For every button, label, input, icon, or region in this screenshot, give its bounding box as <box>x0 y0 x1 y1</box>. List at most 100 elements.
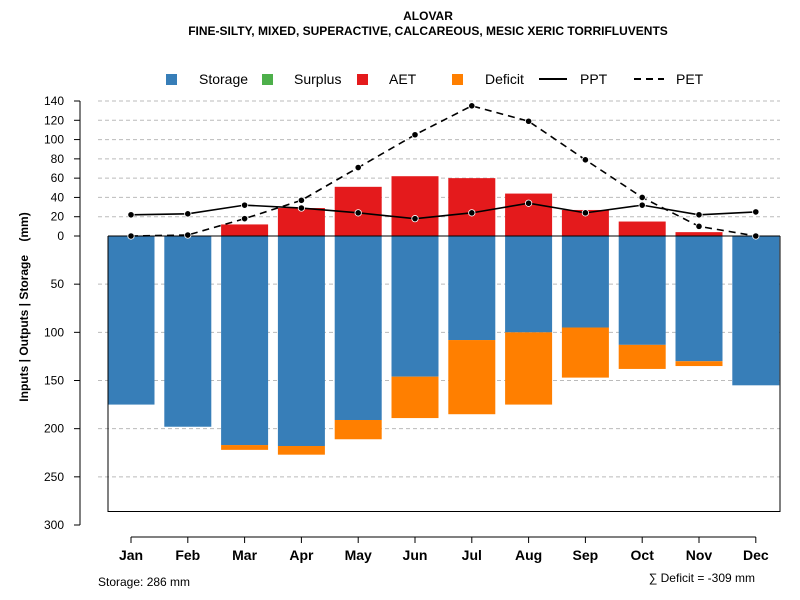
bar-storage <box>164 236 212 427</box>
y-tick-label-lower: 100 <box>44 325 64 339</box>
y-tick-label-upper: 20 <box>51 210 65 224</box>
x-tick-label: Mar <box>232 547 257 563</box>
point-ppt <box>752 208 760 216</box>
point-pet <box>524 117 533 125</box>
bar-deficit <box>221 445 269 450</box>
bar-aet <box>618 221 666 236</box>
line-ppt <box>130 202 756 220</box>
y-tick-label-lower: 200 <box>44 422 64 436</box>
y-tick-label-upper: 140 <box>44 94 64 108</box>
y-tick-label-upper: 100 <box>44 133 64 147</box>
legend-label-storage: Storage <box>199 71 248 87</box>
x-tick-label: Apr <box>289 547 314 563</box>
legend-label-surplus: Surplus <box>294 71 341 87</box>
point-pet <box>411 131 419 139</box>
x-tick-label: Aug <box>515 547 542 563</box>
point-pet <box>297 196 305 204</box>
legend-swatch-aet <box>357 74 368 85</box>
bar-aet <box>675 232 723 236</box>
x-tick-label: Dec <box>743 547 769 563</box>
x-tick-label: Jan <box>119 547 143 563</box>
point-ppt <box>695 211 703 219</box>
point-pet <box>184 231 192 239</box>
point-pet <box>638 193 646 202</box>
legend-label-aet: AET <box>389 71 417 87</box>
bar-deficit <box>618 344 666 369</box>
x-tick-label: Oct <box>631 547 655 563</box>
point-ppt <box>127 211 135 219</box>
point-ppt <box>524 199 533 207</box>
y-tick-label-lower: 150 <box>44 374 64 388</box>
footer-deficit: ∑ Deficit = -309 mm <box>649 571 755 585</box>
x-tick-label: Nov <box>686 547 713 563</box>
bar-storage <box>334 236 382 420</box>
bar-storage <box>448 236 496 341</box>
bar-deficit <box>448 340 496 415</box>
plot-frame <box>107 235 781 513</box>
bar-deficit <box>277 446 325 455</box>
point-ppt <box>297 204 305 212</box>
x-tick-label: May <box>345 547 372 563</box>
y-tick-label-upper: 60 <box>51 171 65 185</box>
chart-subtitle: FINE-SILTY, MIXED, SUPERACTIVE, CALCAREO… <box>188 24 668 38</box>
bar-deficit <box>561 327 609 378</box>
y-tick-label-upper: 40 <box>51 190 65 204</box>
footer-storage: Storage: 286 mm <box>98 575 190 589</box>
x-tick-label: Jul <box>462 547 482 563</box>
y-tick-label-lower: 250 <box>44 470 64 484</box>
point-ppt <box>468 209 476 217</box>
y-tick-label-upper: 80 <box>51 152 65 166</box>
bar-deficit <box>675 361 723 367</box>
y-tick-label-lower: 50 <box>51 277 65 291</box>
bar-deficit <box>505 332 553 405</box>
point-pet <box>354 163 362 172</box>
bar-deficit <box>391 376 439 419</box>
point-ppt <box>638 201 646 209</box>
legend-swatch-deficit <box>452 74 463 85</box>
point-pet <box>752 232 760 240</box>
x-tick-label: Feb <box>175 547 200 563</box>
legend-label-deficit: Deficit <box>485 71 524 87</box>
y-axis-label: Inputs | Outputs | Storage (mm) <box>17 212 31 401</box>
bar-aet <box>448 178 496 236</box>
bar-storage <box>277 236 325 447</box>
x-tick-label: Jun <box>403 547 428 563</box>
legend-label-pet: PET <box>676 71 704 87</box>
bar-storage <box>391 236 439 377</box>
chart-title: ALOVAR <box>403 9 453 23</box>
bar-storage <box>107 236 155 405</box>
legend: Storage Surplus AET Deficit PPT PET <box>166 71 704 87</box>
bars <box>107 176 780 455</box>
bar-storage <box>618 236 666 345</box>
bar-storage <box>561 236 609 328</box>
series-lines <box>127 102 760 240</box>
bar-storage <box>221 236 269 446</box>
y-tick-label-lower: 300 <box>44 518 64 532</box>
point-pet <box>581 156 590 164</box>
point-ppt <box>241 201 249 209</box>
point-pet <box>695 222 703 230</box>
axes: 0 20 40 60 80 100 120 140 50 100 150 200 250 300 Jan Fe… <box>44 94 769 563</box>
point-pet <box>127 232 135 240</box>
bar-storage <box>675 236 723 362</box>
point-ppt <box>184 210 192 218</box>
legend-swatch-storage <box>166 74 177 85</box>
bar-deficit <box>334 419 382 440</box>
point-pet <box>468 102 476 110</box>
bar-storage <box>505 236 553 333</box>
x-tick-label: Sep <box>573 547 599 563</box>
point-ppt <box>354 209 362 217</box>
bar-aet <box>391 176 439 236</box>
point-pet <box>241 215 249 223</box>
gridlines <box>98 100 780 478</box>
y-tick-label-upper: 0 <box>57 229 64 243</box>
legend-swatch-surplus <box>262 74 273 85</box>
y-tick-label-upper: 120 <box>44 113 64 127</box>
bar-storage <box>732 236 780 386</box>
bar-aet <box>277 208 325 236</box>
line-pet <box>130 104 756 237</box>
point-ppt <box>411 215 419 223</box>
point-ppt <box>581 209 590 217</box>
bar-aet <box>221 224 269 236</box>
